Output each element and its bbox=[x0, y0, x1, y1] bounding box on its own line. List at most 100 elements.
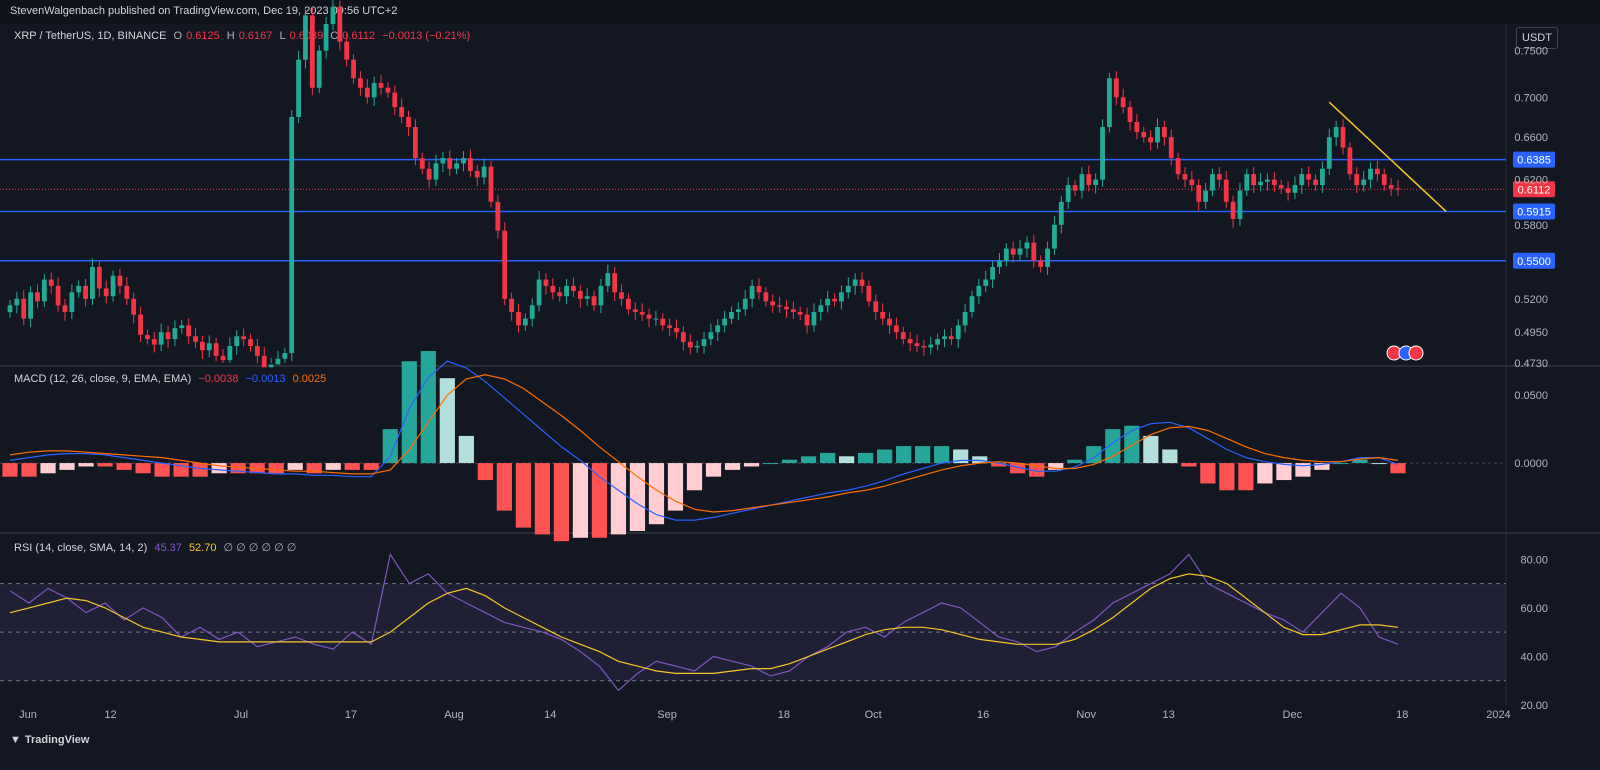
candle-body bbox=[1086, 174, 1092, 186]
last-price-label: 0.6112 bbox=[1518, 184, 1551, 196]
low-label: L bbox=[279, 30, 286, 42]
candle-body bbox=[90, 266, 95, 299]
macd-histogram-bar bbox=[2, 463, 18, 477]
macd-histogram-bar bbox=[991, 463, 1007, 467]
candle-body bbox=[1203, 190, 1209, 202]
candle-body bbox=[1326, 137, 1332, 169]
rsi-legend[interactable]: RSI (14, close, SMA, 14, 2) 45.37 52.70 … bbox=[14, 541, 300, 554]
macd-histogram-bar bbox=[629, 463, 646, 531]
candle-body bbox=[749, 285, 755, 299]
candle-body bbox=[577, 291, 583, 299]
rsi-pane[interactable]: 80.00 60.00 40.00 20.00 bbox=[0, 552, 1548, 712]
candle-body bbox=[797, 311, 803, 315]
macd-histogram-bar bbox=[401, 361, 417, 464]
candle-body bbox=[103, 288, 109, 297]
symbol-name[interactable]: XRP / TetherUS, 1D, BINANCE bbox=[14, 30, 167, 42]
time-tick-label: 13 bbox=[1163, 709, 1175, 721]
candle-body bbox=[660, 318, 666, 326]
candle-body bbox=[21, 298, 27, 319]
brand-name: TradingView bbox=[24, 734, 90, 746]
open-value: 0.6125 bbox=[186, 30, 220, 42]
macd-histogram-bar bbox=[858, 452, 874, 464]
candle-body bbox=[1127, 107, 1133, 122]
candle-body bbox=[1333, 127, 1339, 138]
candle-body bbox=[839, 292, 844, 302]
candle-body bbox=[1155, 127, 1160, 143]
macd-histogram-bar bbox=[40, 463, 56, 474]
candle-body bbox=[145, 334, 150, 340]
tradingview-logo[interactable]: ▼ TradingView bbox=[10, 734, 89, 746]
candle-body bbox=[770, 301, 776, 306]
candle-body bbox=[1065, 185, 1071, 202]
candle-body bbox=[632, 309, 638, 312]
candle-body bbox=[55, 285, 61, 306]
macd-histogram-bar bbox=[116, 463, 132, 470]
macd-histogram-bar bbox=[648, 463, 665, 525]
macd-histogram-bar bbox=[1067, 459, 1083, 464]
macd-histogram-bar bbox=[1162, 449, 1178, 464]
candle-body bbox=[976, 285, 982, 297]
candle-body bbox=[275, 358, 281, 365]
chart-canvas[interactable]: 0.6385 0.5915 0.5500 0.6112 0.7500 0.7000 0.66… bbox=[0, 0, 1600, 731]
macd-pane[interactable]: 0.0500 0.0000 bbox=[0, 351, 1548, 542]
macd-legend[interactable]: MACD (12, 26, close, 9, EMA, EMA) −0.003… bbox=[14, 373, 330, 385]
macd-value: −0.0013 bbox=[245, 373, 286, 385]
candle-body bbox=[735, 309, 741, 312]
candle-body bbox=[28, 292, 34, 319]
symbol-legend: XRP / TetherUS, 1D, BINANCE O 0.6125 H 0.6… bbox=[14, 30, 474, 42]
candle-body bbox=[309, 15, 315, 88]
macd-histogram-bar bbox=[800, 456, 817, 464]
candle-body bbox=[1058, 201, 1064, 225]
candle-body bbox=[694, 346, 700, 348]
candle-body bbox=[378, 82, 384, 88]
candle-body bbox=[1148, 137, 1154, 143]
publish-bar: StevenWalgenbach published on TradingVie… bbox=[0, 0, 1600, 24]
candle-body bbox=[220, 355, 226, 361]
candle-body bbox=[969, 296, 975, 312]
candle-body bbox=[529, 305, 535, 319]
level-price-label: 0.6385 bbox=[1517, 155, 1551, 167]
macd-histogram-bar bbox=[268, 463, 284, 474]
candle-body bbox=[1320, 168, 1325, 186]
candle-body bbox=[1388, 185, 1394, 189]
time-tick-label: 2024 bbox=[1486, 709, 1510, 721]
time-axis[interactable]: Jun 12 Jul 17 Aug 14 Sep 18 Oct 16 Nov 13 Dec 18 2024 bbox=[19, 709, 1511, 721]
candle-body bbox=[818, 305, 824, 312]
candle-body bbox=[358, 78, 363, 88]
candle-body bbox=[591, 296, 597, 306]
macd-histogram-bar bbox=[1086, 446, 1102, 464]
rsi-line bbox=[9, 552, 1399, 692]
candle-body bbox=[557, 292, 563, 297]
time-tick-label: Aug bbox=[444, 709, 464, 721]
economic-event-flags[interactable] bbox=[1386, 345, 1424, 361]
candle-body bbox=[605, 273, 611, 286]
candle-body bbox=[1292, 185, 1298, 193]
macd-histogram-bar bbox=[781, 459, 798, 464]
time-tick-label: Sep bbox=[657, 709, 677, 721]
time-tick-label: Oct bbox=[865, 709, 882, 721]
candle-body bbox=[282, 353, 288, 359]
candle-body bbox=[935, 339, 941, 345]
candle-body bbox=[330, 6, 336, 24]
candle-body bbox=[1141, 132, 1147, 138]
candle-body bbox=[1052, 224, 1057, 249]
macd-histogram-bar bbox=[59, 463, 75, 470]
flag-icon[interactable] bbox=[1408, 345, 1424, 361]
price-pane[interactable]: 0.6385 0.5915 0.5500 0.6112 0.7500 0.7000 0.66… bbox=[0, 0, 1555, 370]
candle-body bbox=[227, 346, 233, 361]
currency-button[interactable]: USDT bbox=[1516, 27, 1558, 49]
close-label: C bbox=[330, 30, 339, 42]
candle-body bbox=[502, 230, 508, 299]
candle-body bbox=[948, 336, 954, 340]
candle-body bbox=[536, 279, 542, 306]
macd-histogram-bar bbox=[382, 429, 398, 464]
macd-histogram-bar bbox=[591, 463, 608, 538]
candle-body bbox=[742, 298, 748, 310]
macd-histogram-bar bbox=[1295, 463, 1311, 477]
last-price-tag bbox=[1513, 181, 1555, 198]
macd-histogram-bar bbox=[1390, 463, 1406, 474]
candle-body bbox=[165, 332, 171, 340]
high-value: 0.6167 bbox=[238, 30, 273, 42]
candle-body bbox=[193, 336, 198, 342]
tradingview-logo-icon: ▼ bbox=[10, 734, 21, 746]
